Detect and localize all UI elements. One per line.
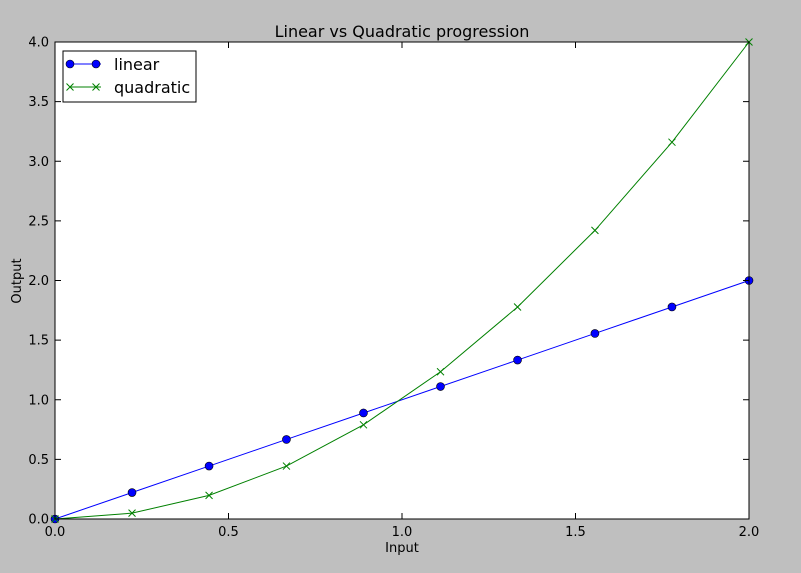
y-tick-label: 4.0 [28,36,49,51]
data-point-quadratic [128,509,136,518]
legend-label-linear: linear [114,55,160,74]
data-point-linear [282,435,291,444]
ticks-layer: 0.0 0.5 1.0 1.5 2.0 0.0 0.5 1.0 1.5 2.0 2.5 3.0 3.5 4… [28,36,759,541]
data-point-quadratic [668,138,676,147]
x-tick-label: 1.0 [392,525,413,540]
series-line-linear [54,280,750,520]
y-tick-label: 1.0 [28,393,49,408]
legend-marker-quadratic [66,83,74,91]
chart-title: Linear vs Quadratic progression [275,22,530,41]
series-line-quadratic [54,41,750,520]
series-linear [50,276,754,524]
data-point-linear [204,461,214,471]
legend-marker-linear [65,59,75,69]
data-point-linear [436,382,445,391]
y-tick-label: 2.5 [28,214,49,229]
legend: linear quadratic [62,50,197,103]
x-tick-label: 2.0 [739,525,760,540]
data-point-linear [127,488,137,497]
x-tick-label: 1.5 [565,525,586,540]
data-point-quadratic [436,367,445,376]
plot-area [55,42,749,519]
x-tick-label: 0.5 [218,525,239,540]
data-point-linear [590,329,600,338]
y-tick-label: 3.0 [28,155,49,170]
data-point-linear [513,355,522,365]
series-layer [50,38,754,524]
y-tick-label: 1.5 [28,334,49,349]
legend-box [62,50,197,103]
legend-marker-quadratic [92,83,100,91]
y-tick-label: 2.0 [28,274,49,289]
legend-entry-quadratic: quadratic [66,78,190,97]
data-point-quadratic [513,303,522,311]
x-axis-label: Input [385,541,419,556]
y-tick-label: 3.5 [28,95,49,110]
data-point-quadratic [205,491,213,500]
data-point-quadratic [359,420,368,429]
x-tick-label: 0.0 [45,525,66,540]
data-point-quadratic [591,226,599,235]
y-tick-label: 0.5 [28,453,49,468]
y-axis-label: Output [10,258,25,303]
legend-entry-linear: linear [65,55,160,74]
data-point-quadratic [282,462,291,470]
legend-marker-linear [91,59,101,69]
y-tick-label: 0.0 [28,513,49,528]
legend-label-quadratic: quadratic [114,78,190,97]
data-point-linear [667,302,677,312]
data-point-linear [359,408,368,418]
